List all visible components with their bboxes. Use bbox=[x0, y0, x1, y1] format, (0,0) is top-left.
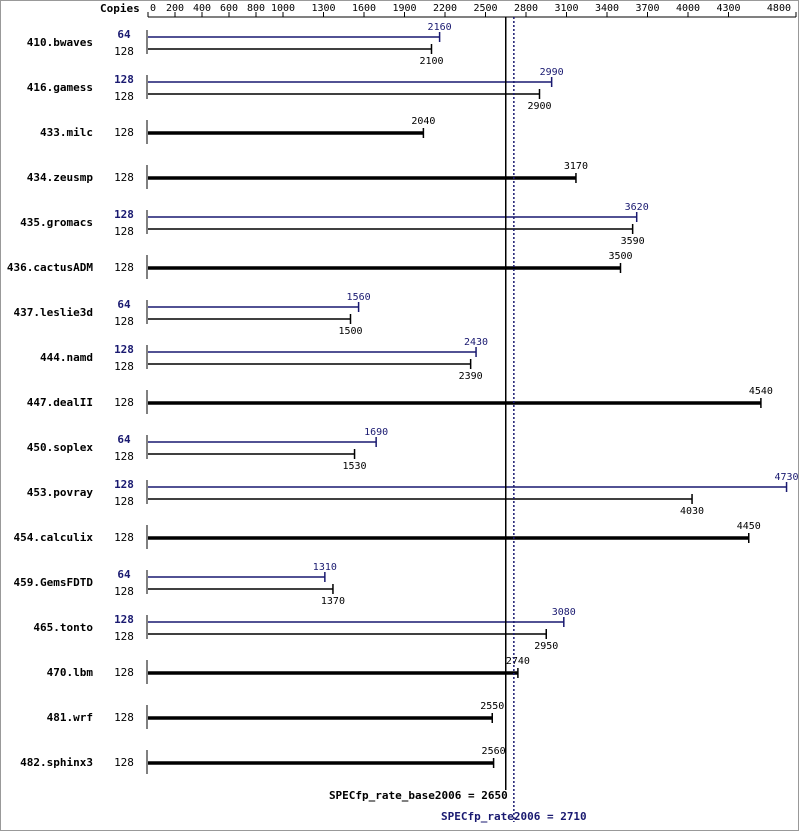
copies: 128 bbox=[114, 315, 134, 328]
copies: 128 bbox=[114, 495, 134, 508]
category-label: 450.soplex bbox=[27, 441, 94, 454]
category-label: 459.GemsFDTD bbox=[14, 576, 94, 589]
copies: 64 bbox=[117, 28, 131, 41]
copies: 128 bbox=[114, 711, 134, 724]
value-label: 2040 bbox=[411, 116, 435, 127]
x-tick-label: 1300 bbox=[311, 3, 335, 14]
value-label: 2430 bbox=[464, 337, 488, 348]
value-label: 4030 bbox=[680, 506, 704, 517]
x-tick-label: 3100 bbox=[554, 3, 578, 14]
axis-label: Copies bbox=[100, 2, 140, 15]
value-label: 2740 bbox=[506, 656, 530, 667]
copies: 128 bbox=[114, 90, 134, 103]
x-tick-label: 800 bbox=[247, 3, 265, 14]
copies: 128 bbox=[114, 360, 134, 373]
x-tick-label: 2800 bbox=[514, 3, 538, 14]
category-label: 470.lbm bbox=[47, 666, 94, 679]
x-tick-label: 400 bbox=[193, 3, 211, 14]
x-tick-label: 4800 bbox=[767, 3, 791, 14]
copies: 128 bbox=[114, 225, 134, 238]
value-label: 3170 bbox=[564, 161, 588, 172]
copies: 128 bbox=[114, 478, 134, 491]
x-tick-label: 4300 bbox=[716, 3, 740, 14]
value-label: 2950 bbox=[534, 641, 558, 652]
category-label: 437.leslie3d bbox=[14, 306, 93, 319]
value-label: 3080 bbox=[552, 607, 576, 618]
value-label: 3500 bbox=[608, 251, 632, 262]
copies: 128 bbox=[114, 450, 134, 463]
copies: 64 bbox=[117, 433, 131, 446]
x-tick-label: 2500 bbox=[473, 3, 497, 14]
copies: 128 bbox=[114, 261, 134, 274]
x-tick-label: 3700 bbox=[635, 3, 659, 14]
value-label: 4540 bbox=[749, 386, 773, 397]
copies: 128 bbox=[114, 171, 134, 184]
reference-label: SPECfp_rate_base2006 = 2650 bbox=[329, 789, 508, 802]
category-label: 436.cactusADM bbox=[7, 261, 93, 274]
x-tick-label: 1600 bbox=[352, 3, 376, 14]
value-label: 2100 bbox=[419, 56, 443, 67]
value-label: 2160 bbox=[428, 22, 452, 33]
value-label: 4730 bbox=[775, 472, 799, 483]
value-label: 1310 bbox=[313, 562, 337, 573]
x-tick-label: 200 bbox=[166, 3, 184, 14]
value-label: 1560 bbox=[347, 292, 371, 303]
category-label: 444.namd bbox=[40, 351, 93, 364]
copies: 128 bbox=[114, 531, 134, 544]
category-label: 416.gamess bbox=[27, 81, 93, 94]
copies: 128 bbox=[114, 45, 134, 58]
value-label: 3620 bbox=[625, 202, 649, 213]
x-tick-label: 2200 bbox=[433, 3, 457, 14]
value-label: 1500 bbox=[338, 326, 362, 337]
value-label: 2990 bbox=[540, 67, 564, 78]
copies: 128 bbox=[114, 756, 134, 769]
copies: 128 bbox=[114, 585, 134, 598]
x-tick-label: 4000 bbox=[676, 3, 700, 14]
category-label: 447.dealII bbox=[27, 396, 93, 409]
value-label: 1530 bbox=[343, 461, 367, 472]
category-label: 433.milc bbox=[40, 126, 93, 139]
copies: 128 bbox=[114, 396, 134, 409]
value-label: 2560 bbox=[482, 746, 506, 757]
category-label: 454.calculix bbox=[14, 531, 94, 544]
value-label: 2900 bbox=[527, 101, 551, 112]
value-label: 1690 bbox=[364, 427, 388, 438]
copies: 128 bbox=[114, 630, 134, 643]
category-label: 465.tonto bbox=[33, 621, 93, 634]
category-label: 435.gromacs bbox=[20, 216, 93, 229]
x-tick-label: 3400 bbox=[595, 3, 619, 14]
x-tick-label: 0 bbox=[150, 3, 156, 14]
x-tick-label: 1900 bbox=[392, 3, 416, 14]
copies: 64 bbox=[117, 298, 131, 311]
value-label: 4450 bbox=[737, 521, 761, 532]
category-label: 482.sphinx3 bbox=[20, 756, 93, 769]
category-label: 410.bwaves bbox=[27, 36, 93, 49]
copies: 128 bbox=[114, 666, 134, 679]
value-label: 2390 bbox=[459, 371, 483, 382]
value-label: 2550 bbox=[480, 701, 504, 712]
value-label: 3590 bbox=[621, 236, 645, 247]
copies: 128 bbox=[114, 613, 134, 626]
copies: 128 bbox=[114, 73, 134, 86]
copies: 64 bbox=[117, 568, 131, 581]
copies: 128 bbox=[114, 343, 134, 356]
copies: 128 bbox=[114, 126, 134, 139]
value-label: 1370 bbox=[321, 596, 345, 607]
category-label: 453.povray bbox=[27, 486, 94, 499]
x-tick-label: 600 bbox=[220, 3, 238, 14]
category-label: 434.zeusmp bbox=[27, 171, 94, 184]
category-label: 481.wrf bbox=[47, 711, 93, 724]
reference-label: SPECfp_rate2006 = 2710 bbox=[441, 810, 587, 823]
copies: 128 bbox=[114, 208, 134, 221]
x-tick-label: 1000 bbox=[271, 3, 295, 14]
